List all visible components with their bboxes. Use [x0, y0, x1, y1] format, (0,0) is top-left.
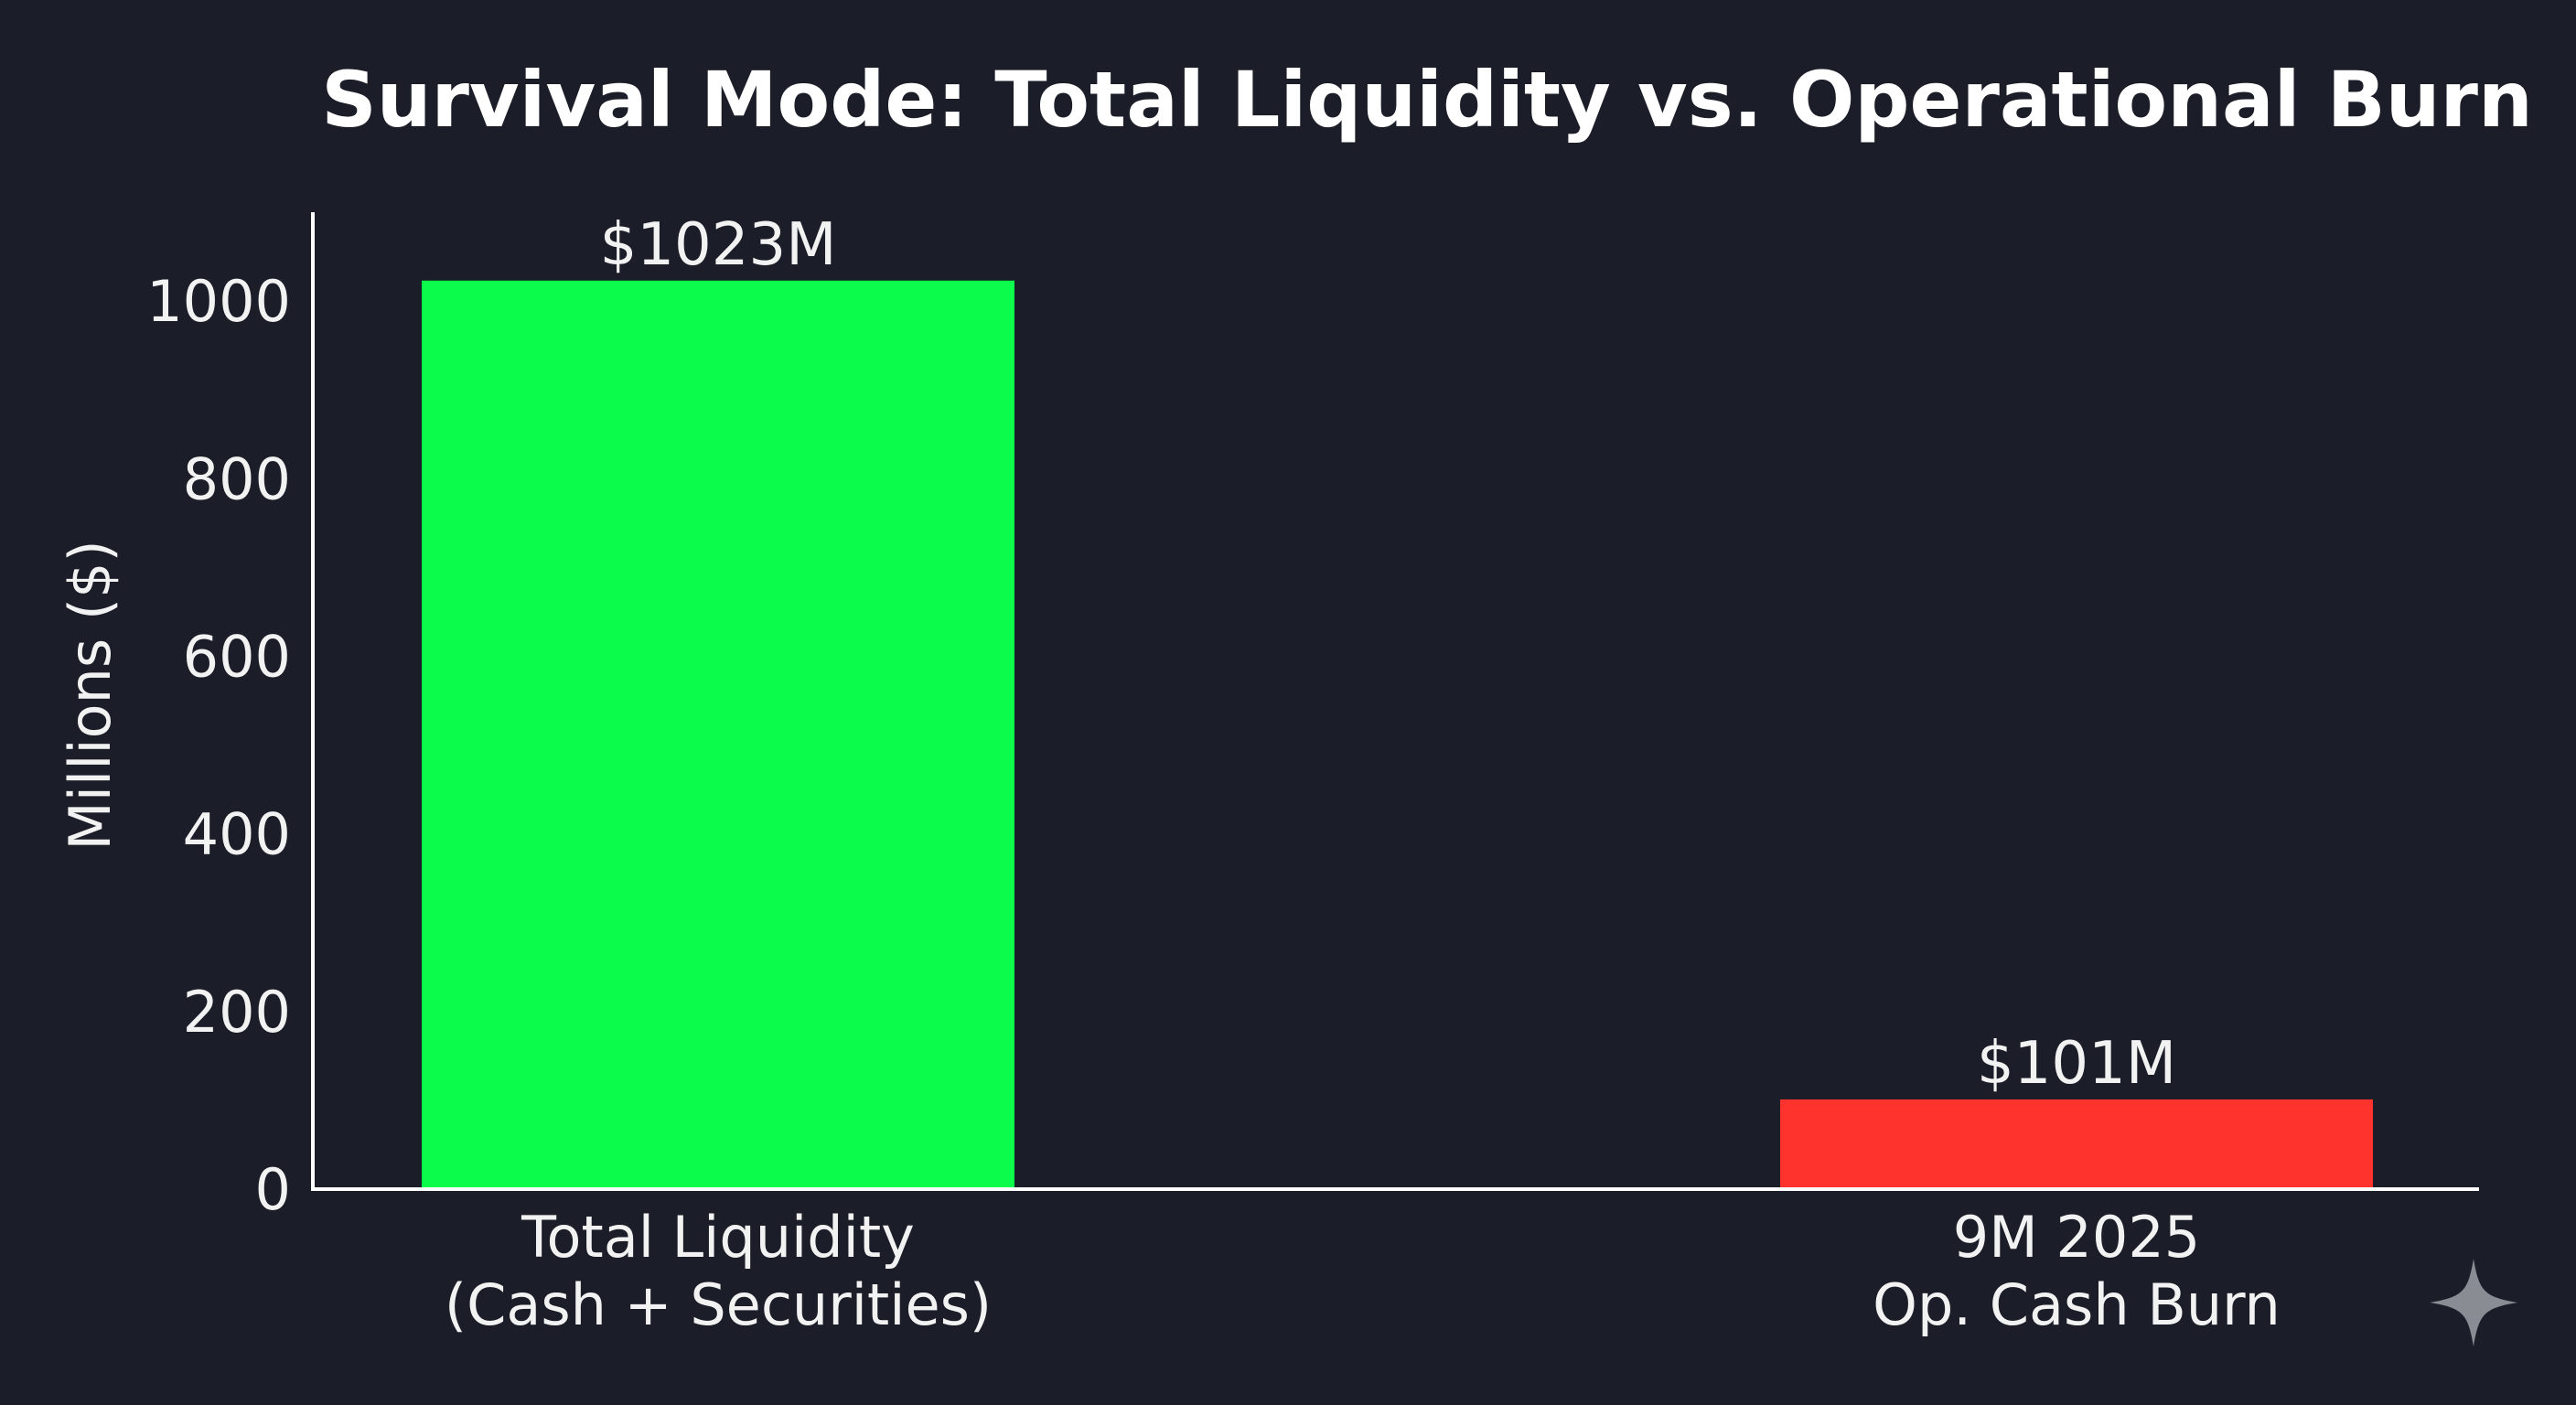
- x-category-label: 9M 2025: [1953, 1204, 2200, 1271]
- bars: [422, 280, 2373, 1189]
- bar-data-label: $101M: [1977, 1030, 2176, 1098]
- chart-title: Survival Mode: Total Liquidity vs. Opera…: [321, 55, 2533, 145]
- sparkle-icon: [2430, 1259, 2517, 1346]
- y-tick-label: 600: [183, 623, 291, 690]
- y-tick-label: 1000: [146, 268, 291, 335]
- y-tick-label: 0: [255, 1156, 291, 1223]
- y-axis-label: Millions ($): [57, 540, 123, 850]
- y-tick-label: 200: [183, 979, 291, 1046]
- category-labels: Total Liquidity(Cash + Securities) 9M 202…: [445, 1204, 2281, 1338]
- x-category-label: Op. Cash Burn: [1873, 1271, 2281, 1338]
- bar-data-label: $1023M: [600, 211, 837, 279]
- bar: [1780, 1099, 2373, 1189]
- x-category-label: (Cash + Securities): [445, 1271, 992, 1338]
- x-category-label: Total Liquidity: [521, 1204, 915, 1271]
- y-tick-label: 800: [183, 445, 291, 512]
- y-tick-label: 400: [183, 801, 291, 868]
- bar: [422, 280, 1014, 1189]
- data-labels: $1023M $101M: [600, 211, 2176, 1098]
- y-axis-ticks: 0 200 400 600 800 1000: [146, 268, 291, 1223]
